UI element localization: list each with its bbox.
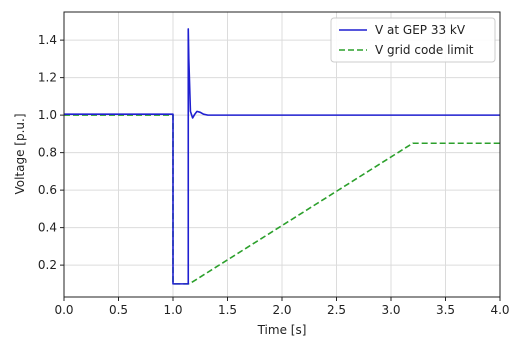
x-tick-label: 0.0 (54, 303, 73, 317)
x-tick-label: 2.0 (272, 303, 291, 317)
x-tick-label: 4.0 (490, 303, 509, 317)
legend: V at GEP 33 kV V grid code limit (330, 17, 496, 63)
series-layer (64, 28, 500, 285)
x-tick-label: 3.5 (436, 303, 455, 317)
x-tick-label: 3.0 (381, 303, 400, 317)
y-tick-label: 1.4 (38, 33, 57, 47)
x-tick-label: 0.5 (109, 303, 128, 317)
y-tick-label: 0.4 (38, 221, 57, 235)
y-tick-label: 0.2 (38, 258, 57, 272)
y-axis: 0.2 0.4 0.6 0.8 1.0 1.2 1.4 (38, 33, 64, 272)
x-tick-label: 1.0 (163, 303, 182, 317)
y-axis-label: Voltage [p.u.] (13, 113, 27, 194)
x-axis: 0.0 0.5 1.0 1.5 2.0 2.5 3.0 3.5 4.0 (54, 297, 510, 317)
y-tick-label: 0.8 (38, 146, 57, 160)
series-line-0 (64, 28, 500, 285)
y-tick-label: 0.6 (38, 183, 57, 197)
x-axis-label: Time [s] (257, 323, 307, 337)
x-tick-label: 1.5 (218, 303, 237, 317)
legend-label-1: V grid code limit (375, 43, 474, 57)
series-line-1 (64, 114, 500, 285)
y-tick-label: 1.0 (38, 108, 57, 122)
x-tick-label: 2.5 (327, 303, 346, 317)
legend-label-0: V at GEP 33 kV (375, 23, 466, 37)
legend-box (330, 17, 496, 63)
y-tick-label: 1.2 (38, 71, 57, 85)
